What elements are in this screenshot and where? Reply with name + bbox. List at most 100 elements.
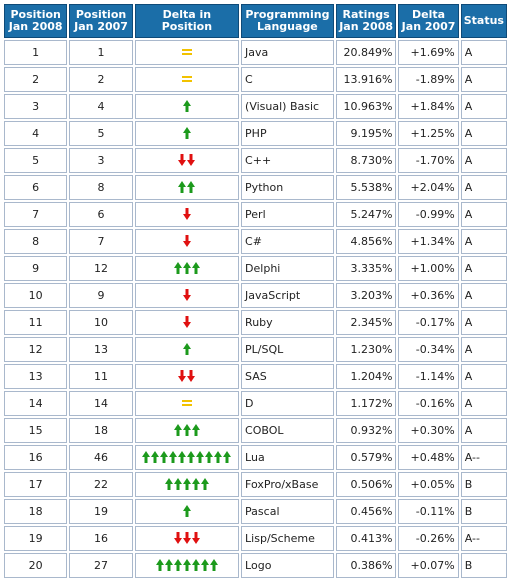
header-language: Programming Language [241,4,334,38]
status-cell: A [460,202,507,227]
ratings-cell: 3.203% [335,283,397,308]
status-cell: A-- [460,526,507,551]
delta-position-cell [134,148,240,173]
table-row: 14 14 D 1.172% -0.16% A [4,391,507,416]
arrow-up-icon [187,450,196,463]
arrow-up-icon [182,477,191,490]
language-link[interactable]: JavaScript [241,283,334,308]
language-link[interactable]: Pascal [241,499,334,524]
language-link[interactable]: C# [241,229,334,254]
language-link[interactable]: D [241,391,334,416]
delta-2007-cell: +1.25% [398,121,459,146]
status-cell: A [460,391,507,416]
arrow-up-icon [151,450,160,463]
arrow-down-icon [187,369,196,382]
language-link[interactable]: C++ [241,148,334,173]
arrow-up-icon [182,342,191,355]
table-row: 20 27 Logo 0.386% +0.07% B [4,553,507,578]
arrow-up-icon [182,423,191,436]
delta-icons [182,233,191,249]
delta-position-cell [134,553,240,578]
delta-position-cell [134,472,240,497]
language-link[interactable]: COBOL [241,418,334,443]
status-cell: A [460,121,507,146]
delta-2007-cell: +0.36% [398,283,459,308]
position-2008-cell: 1 [4,40,68,65]
arrow-down-icon [182,234,191,247]
table-row: 9 12 Delphi 3.335% +1.00% A [4,256,507,281]
language-link[interactable]: C [241,67,334,92]
table-row: 13 11 SAS 1.204% -1.14% A [4,364,507,389]
language-link[interactable]: (Visual) Basic [241,94,334,119]
delta-icons [181,44,193,60]
ratings-cell: 0.413% [335,526,397,551]
position-2007-cell: 27 [69,553,133,578]
delta-2007-cell: +1.34% [398,229,459,254]
arrow-up-icon [182,126,191,139]
header-label: Programming [245,8,330,21]
delta-position-cell [134,445,240,470]
ratings-cell: 1.172% [335,391,397,416]
arrow-up-icon [191,423,200,436]
language-link[interactable]: Perl [241,202,334,227]
delta-icons [181,71,193,87]
position-2007-cell: 9 [69,283,133,308]
delta-position-cell [134,526,240,551]
delta-icons [178,179,196,195]
header-position-2007: Position Jan 2007 [69,4,133,38]
language-link[interactable]: Java [241,40,334,65]
position-2008-cell: 2 [4,67,68,92]
language-link[interactable]: Lua [241,445,334,470]
arrow-down-icon [178,369,187,382]
status-cell: A-- [460,445,507,470]
delta-position-cell [134,364,240,389]
language-link[interactable]: Logo [241,553,334,578]
arrow-up-icon [173,261,182,274]
delta-icons [173,422,200,438]
arrow-down-icon [182,315,191,328]
position-2008-cell: 6 [4,175,68,200]
language-link[interactable]: SAS [241,364,334,389]
table-row: 3 4 (Visual) Basic 10.963% +1.84% A [4,94,507,119]
status-cell: B [460,499,507,524]
position-2007-cell: 4 [69,94,133,119]
delta-2007-cell: +1.69% [398,40,459,65]
language-link[interactable]: Lisp/Scheme [241,526,334,551]
language-link[interactable]: Python [241,175,334,200]
position-2007-cell: 14 [69,391,133,416]
ratings-cell: 9.195% [335,121,397,146]
status-cell: A [460,418,507,443]
language-link[interactable]: PHP [241,121,334,146]
position-2008-cell: 18 [4,499,68,524]
ratings-cell: 13.916% [335,67,397,92]
delta-position-cell [134,94,240,119]
header-label: Position [10,8,61,21]
position-2007-cell: 16 [69,526,133,551]
position-2008-cell: 11 [4,310,68,335]
status-cell: A [460,256,507,281]
arrow-up-icon [187,180,196,193]
position-2007-cell: 11 [69,364,133,389]
position-2007-cell: 2 [69,67,133,92]
delta-position-cell [134,337,240,362]
language-link[interactable]: Ruby [241,310,334,335]
position-2007-cell: 5 [69,121,133,146]
position-2008-cell: 9 [4,256,68,281]
table-row: 7 6 Perl 5.247% -0.99% A [4,202,507,227]
arrow-up-icon [173,477,182,490]
position-2008-cell: 3 [4,94,68,119]
language-link[interactable]: PL/SQL [241,337,334,362]
header-status: Status [460,4,507,38]
arrow-up-icon [164,477,173,490]
language-link[interactable]: Delphi [241,256,334,281]
position-2008-cell: 16 [4,445,68,470]
language-link[interactable]: FoxPro/xBase [241,472,334,497]
ratings-cell: 1.230% [335,337,397,362]
delta-icons [142,449,232,465]
status-cell: A [460,310,507,335]
status-cell: A [460,364,507,389]
ratings-cell: 3.335% [335,256,397,281]
table-row: 17 22 FoxPro/xBase 0.506% +0.05% B [4,472,507,497]
table-row: 10 9 JavaScript 3.203% +0.36% A [4,283,507,308]
